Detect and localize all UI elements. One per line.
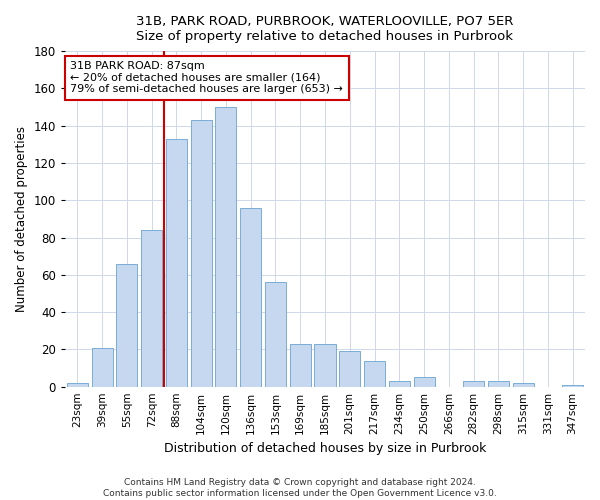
Bar [562, 385, 583, 386]
Bar [463, 381, 484, 386]
Bar [141, 230, 162, 386]
Bar [314, 344, 335, 387]
Text: 31B PARK ROAD: 87sqm
← 20% of detached houses are smaller (164)
79% of semi-deta: 31B PARK ROAD: 87sqm ← 20% of detached h… [70, 61, 343, 94]
Bar [364, 360, 385, 386]
Bar [413, 378, 434, 386]
Bar [215, 107, 236, 386]
Text: Contains HM Land Registry data © Crown copyright and database right 2024.
Contai: Contains HM Land Registry data © Crown c… [103, 478, 497, 498]
Bar [191, 120, 212, 386]
Bar [67, 383, 88, 386]
Bar [339, 352, 360, 386]
Bar [290, 344, 311, 387]
Bar [512, 383, 533, 386]
Bar [166, 138, 187, 386]
Bar [389, 381, 410, 386]
Title: 31B, PARK ROAD, PURBROOK, WATERLOOVILLE, PO7 5ER
Size of property relative to de: 31B, PARK ROAD, PURBROOK, WATERLOOVILLE,… [136, 15, 514, 43]
Bar [92, 348, 113, 387]
Bar [240, 208, 261, 386]
Y-axis label: Number of detached properties: Number of detached properties [15, 126, 28, 312]
Bar [265, 282, 286, 387]
Bar [116, 264, 137, 386]
Bar [488, 381, 509, 386]
X-axis label: Distribution of detached houses by size in Purbrook: Distribution of detached houses by size … [164, 442, 486, 455]
